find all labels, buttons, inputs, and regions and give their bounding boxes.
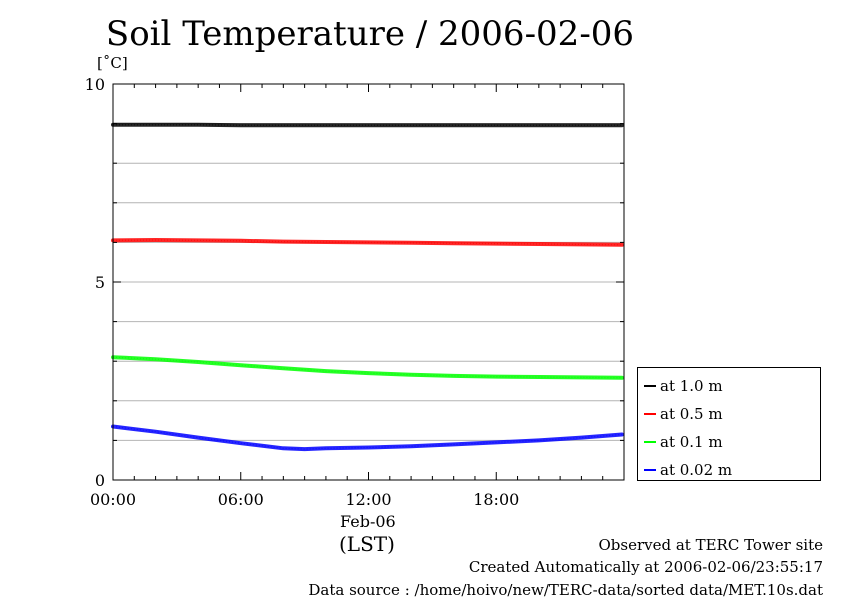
observation-site-note: Observed at TERC Tower site bbox=[598, 536, 823, 554]
legend-label: at 0.5 m bbox=[660, 405, 723, 423]
x-axis-date-label: Feb-06 bbox=[340, 512, 396, 531]
y-tick-label: 5 bbox=[95, 273, 105, 292]
created-timestamp-note: Created Automatically at 2006-02-06/23:5… bbox=[469, 558, 823, 576]
legend-item: at 0.1 m bbox=[638, 428, 820, 456]
legend-swatch bbox=[644, 413, 656, 415]
legend-label: at 0.02 m bbox=[660, 461, 732, 479]
series-line-3 bbox=[113, 427, 622, 450]
legend: at 1.0 m at 0.5 m at 0.1 m at 0.02 m bbox=[637, 367, 821, 481]
legend-item: at 0.5 m bbox=[638, 400, 820, 428]
series-line-2 bbox=[113, 357, 622, 378]
legend-swatch bbox=[644, 385, 656, 387]
data-source-note: Data source : /home/hoivo/new/TERC-data/… bbox=[308, 581, 823, 599]
x-axis-timezone-label: (LST) bbox=[339, 532, 395, 556]
y-tick-label: 0 bbox=[95, 471, 105, 490]
y-tick-label: 10 bbox=[85, 75, 105, 94]
x-tick-label: 00:00 bbox=[90, 490, 136, 509]
legend-item: at 0.02 m bbox=[638, 456, 820, 484]
x-tick-label: 18:00 bbox=[473, 490, 519, 509]
legend-swatch bbox=[644, 441, 656, 443]
legend-label: at 0.1 m bbox=[660, 433, 723, 451]
legend-label: at 1.0 m bbox=[660, 377, 723, 395]
legend-swatch bbox=[644, 469, 656, 471]
x-tick-label: 06:00 bbox=[218, 490, 264, 509]
legend-item: at 1.0 m bbox=[638, 372, 820, 400]
x-tick-label: 12:00 bbox=[345, 490, 391, 509]
